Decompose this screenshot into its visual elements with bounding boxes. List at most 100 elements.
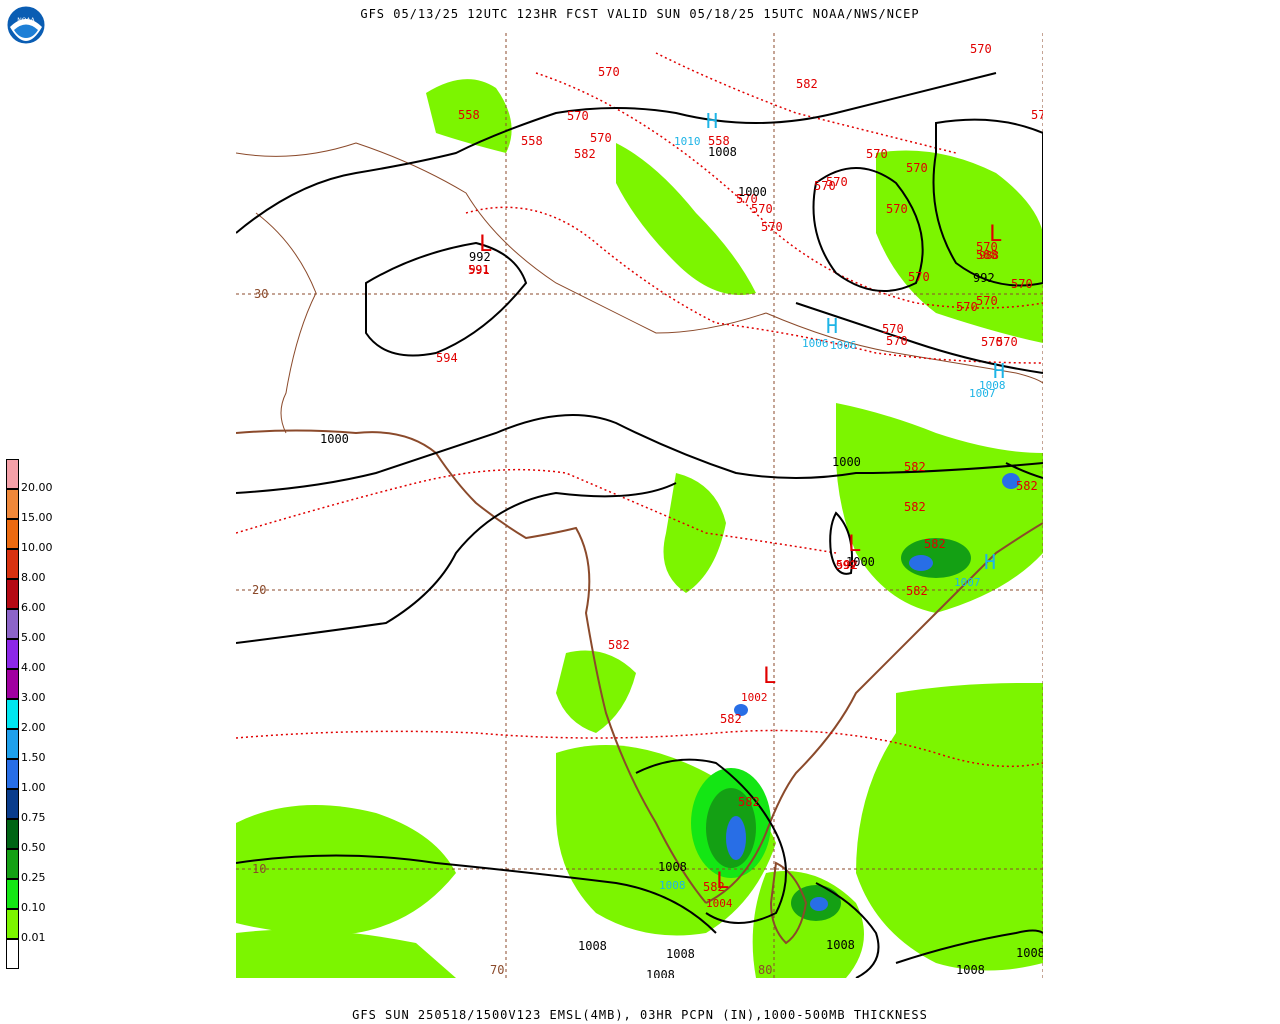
legend-label: 1.50 <box>21 751 46 764</box>
high-pressure-value: 1007 <box>954 576 981 589</box>
legend-swatch <box>6 879 19 909</box>
isobar-label: 992 <box>469 250 491 264</box>
precip-area-himalaya <box>616 143 756 295</box>
borders <box>236 142 1043 434</box>
thickness-label: 570 <box>814 179 836 193</box>
legend-swatch <box>6 549 19 579</box>
noaa-logo-icon: NOAA <box>6 5 46 45</box>
precip-core <box>1002 473 1020 489</box>
isobar-label: 1000 <box>738 185 767 199</box>
chart-title: GFS 05/13/25 12UTC 123HR FCST VALID SUN … <box>360 7 920 21</box>
isobar <box>1005 462 1043 479</box>
high-pressure-value: 1006 <box>802 337 829 350</box>
border-north <box>236 142 767 334</box>
thickness-label: 582 <box>608 638 630 652</box>
coastline-east-india <box>705 522 1043 904</box>
isobar-labels: 1008100099210001000100099210081008100810… <box>320 145 1043 978</box>
low-pressure-value: 1004 <box>706 897 733 910</box>
thickness-label: 558 <box>521 134 543 148</box>
thickness-contour <box>535 72 1043 309</box>
isobar-label: 1008 <box>666 947 695 961</box>
legend-label: 10.00 <box>21 541 53 554</box>
legend-label: 8.00 <box>21 571 46 584</box>
lon-label: 80 <box>758 963 772 977</box>
thickness-label: 582 <box>904 500 926 514</box>
thickness-label: 570 <box>598 65 620 79</box>
thickness-label: 570 <box>567 109 589 123</box>
legend-swatch <box>6 519 19 549</box>
legend-label: 0.01 <box>21 931 46 944</box>
coastline-west-india <box>236 429 707 904</box>
thickness-contour <box>655 52 957 154</box>
high-pressure-symbol: H <box>706 109 718 133</box>
low-pressure-symbol: L <box>848 532 861 557</box>
thickness-label: 570 <box>976 240 998 254</box>
thickness-label: 570 <box>956 300 978 314</box>
thickness-label: 591 <box>468 263 490 277</box>
thickness-contour <box>236 468 837 554</box>
thickness-label: 588 <box>976 248 998 262</box>
thickness-label: 570 <box>908 270 930 284</box>
legend-swatch <box>6 909 19 939</box>
station-value: 1008 <box>979 379 1006 392</box>
coastlines <box>236 429 1043 945</box>
thickness-label: 570 <box>976 294 998 308</box>
thickness-label: 570 <box>882 322 904 336</box>
precip-area-bay-of-bengal <box>856 683 1043 971</box>
legend-swatch <box>6 759 19 789</box>
high-pressure-symbol: H <box>826 314 838 338</box>
legend-swatch <box>6 699 19 729</box>
border-northeast <box>765 312 1043 384</box>
isobar-label: 1000 <box>320 432 349 446</box>
thickness-label: 582 <box>904 460 926 474</box>
thickness-label: 592 <box>836 558 858 572</box>
isobar <box>829 511 853 575</box>
precip-area-west-coast <box>556 650 636 733</box>
legend-label: 15.00 <box>21 511 53 524</box>
thickness-label: 570 <box>886 202 908 216</box>
legend-swatch <box>6 639 19 669</box>
low-pressure-symbol: L <box>763 664 776 689</box>
legend-label: 5.00 <box>21 631 46 644</box>
low-pressure-value: 999 <box>836 559 856 572</box>
thickness-label: 582 <box>906 584 928 598</box>
lat-label: 20 <box>252 583 266 597</box>
pressure-centers: H1010H1006H1007H1007L991L988L999L1002L10… <box>469 109 1006 910</box>
thickness-label: 570 <box>761 220 783 234</box>
legend-label: 1.00 <box>21 781 46 794</box>
high-pressure-symbol: H <box>984 550 996 574</box>
low-pressure-symbol: L <box>479 232 492 257</box>
legend-label: 4.00 <box>21 661 46 674</box>
high-pressure-symbol: H <box>993 359 1005 383</box>
legend-swatch <box>6 789 19 819</box>
precip-area-arabian-sea <box>236 805 456 935</box>
station-value: 1006 <box>830 339 857 352</box>
thickness-label: 558 <box>708 134 730 148</box>
thickness-label: 570 <box>906 161 928 175</box>
thickness-label: 582 <box>703 880 725 894</box>
isobar-label: 1008 <box>646 968 675 978</box>
thickness-label: 570 <box>1031 108 1043 122</box>
station-value: 1008 <box>659 879 686 892</box>
precip-core <box>734 704 748 716</box>
precip-area-bangladesh <box>836 403 1043 613</box>
low-pressure-symbol: L <box>989 222 1002 247</box>
precip-area-central <box>663 473 726 593</box>
low-pressure-value: 1002 <box>741 691 768 704</box>
thickness-label: 582 <box>924 537 946 551</box>
thickness-contours <box>236 52 1043 768</box>
lat-label: 10 <box>252 862 266 876</box>
isobar-label: 1008 <box>1016 946 1043 960</box>
isobar <box>795 302 1043 374</box>
isobar <box>236 854 717 934</box>
isobar-label: 1000 <box>832 455 861 469</box>
chart-caption: GFS SUN 250518/1500V123 EMSL(4MB), 03HR … <box>352 1008 928 1022</box>
legend-swatch <box>6 729 19 759</box>
coastline-srilanka <box>769 861 808 945</box>
isobar-label: 1008 <box>708 145 737 159</box>
latlon-grid <box>236 33 1043 978</box>
precip-legend: 20.00 15.00 10.00 8.00 6.00 5.00 4.00 3.00 2.00 1… <box>6 459 56 973</box>
legend-label: 20.00 <box>21 481 53 494</box>
legend-swatch <box>6 819 19 849</box>
